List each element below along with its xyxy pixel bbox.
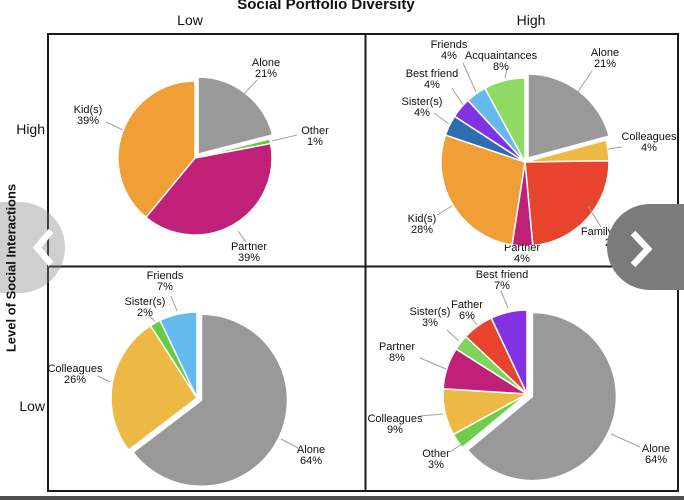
label-leader-line	[607, 146, 623, 150]
slice-label: Colleagues	[367, 413, 423, 425]
slice-percentage: 8%	[389, 352, 405, 364]
label-leader-line	[237, 230, 247, 243]
slice-label: Other	[422, 448, 450, 460]
bottom-strip	[0, 496, 684, 500]
label-leader-line	[587, 205, 602, 228]
label-leader-line	[449, 443, 463, 453]
slice-label: Colleagues	[621, 131, 677, 143]
pie-slice-bottom-left	[110, 324, 198, 451]
slice-percentage: 64%	[645, 454, 667, 466]
pie-slice-bottom-right	[466, 311, 618, 482]
page-title: Social Portfolio Diversity	[237, 0, 415, 13]
label-leader-line	[451, 87, 464, 106]
slice-label: Partner	[379, 341, 415, 353]
label-leader-line	[504, 68, 508, 79]
slice-percentage: 4%	[514, 253, 530, 265]
label-leader-line	[280, 438, 299, 449]
pie-slice-top-right	[527, 73, 610, 159]
slice-label: Friends	[147, 270, 184, 282]
slice-percentage: 1%	[307, 136, 323, 148]
label-leader-line	[242, 79, 258, 96]
slice-label: Friends	[431, 39, 468, 51]
slice-label: Kid(s)	[74, 104, 103, 116]
slice-percentage: 39%	[238, 252, 260, 264]
slice-label: Sister(s)	[402, 96, 443, 108]
slice-label: Best friend	[476, 269, 529, 281]
slice-percentage: 21%	[255, 68, 277, 80]
slice-label: Acquaintances	[465, 50, 538, 62]
label-leader-line	[147, 314, 156, 322]
y-axis-title: Level of Social Interactions	[3, 183, 19, 353]
slice-label: Partner	[504, 242, 540, 254]
slice-percentage: 7%	[157, 281, 173, 293]
slice-label: Sister(s)	[125, 296, 166, 308]
label-leader-line	[446, 329, 460, 342]
slice-label: Kid(s)	[408, 213, 437, 225]
x-axis-label-high: High	[516, 12, 546, 28]
slice-percentage: 28%	[411, 224, 433, 236]
prev-button[interactable]	[0, 202, 65, 293]
slice-percentage: 4%	[641, 142, 657, 154]
slice-percentage: 4%	[441, 50, 457, 62]
slice-label: Other	[301, 125, 329, 137]
slice-percentage: 39%	[77, 115, 99, 127]
label-leader-line	[462, 62, 477, 93]
label-leader-line	[271, 134, 298, 142]
pie-slice-top-right	[484, 77, 526, 163]
slice-label: Father	[451, 299, 483, 311]
slice-percentage: 64%	[300, 455, 322, 467]
label-leader-line	[97, 375, 111, 383]
slice-percentage: 7%	[494, 280, 510, 292]
pie-slice-bottom-left	[132, 313, 289, 487]
slice-percentage: 2%	[137, 307, 153, 319]
slice-percentage: 8%	[493, 61, 509, 73]
label-leader-line	[500, 290, 509, 309]
label-leader-line	[170, 295, 178, 312]
pie-slice-top-right	[524, 159, 610, 247]
y-axis-label-high: High	[16, 121, 45, 137]
label-leader-line	[105, 121, 124, 131]
x-axis-label-low: Low	[177, 12, 203, 28]
label-leader-line	[419, 413, 444, 417]
label-leader-line	[433, 112, 450, 125]
slice-percentage: 6%	[459, 310, 475, 322]
pie-slice-bottom-left	[159, 311, 198, 399]
slice-label: Alone	[252, 57, 280, 69]
pie-slice-top-right	[440, 134, 526, 246]
pie-slice-top-left	[145, 142, 273, 236]
pie-slice-top-left	[117, 80, 196, 219]
slice-label: Sister(s)	[410, 306, 451, 318]
slice-percentage: 3%	[422, 317, 438, 329]
slice-percentage: 3%	[428, 459, 444, 471]
slice-label: Alone	[642, 443, 670, 455]
slice-percentage: 4%	[414, 107, 430, 119]
label-leader-line	[436, 205, 453, 216]
chevron-right-icon	[630, 230, 653, 268]
chevron-left-icon	[32, 228, 54, 267]
slice-percentage: 9%	[387, 424, 403, 436]
y-axis-label-low: Low	[19, 398, 45, 414]
slice-percentage: 4%	[424, 79, 440, 91]
slice-label: Best friend	[406, 68, 459, 80]
next-button[interactable]	[607, 204, 684, 290]
slice-label: Alone	[297, 444, 325, 456]
label-leader-line	[469, 315, 478, 326]
pie-slice-bottom-right	[490, 309, 528, 395]
slice-percentage: 26%	[64, 374, 86, 386]
slice-label: Partner	[231, 241, 267, 253]
slice-label: Colleagues	[47, 363, 103, 375]
label-leader-line	[576, 70, 593, 94]
label-leader-line	[419, 357, 447, 370]
slice-percentage: 21%	[594, 58, 616, 70]
label-leader-line	[610, 433, 641, 448]
slice-label: Alone	[591, 47, 619, 59]
